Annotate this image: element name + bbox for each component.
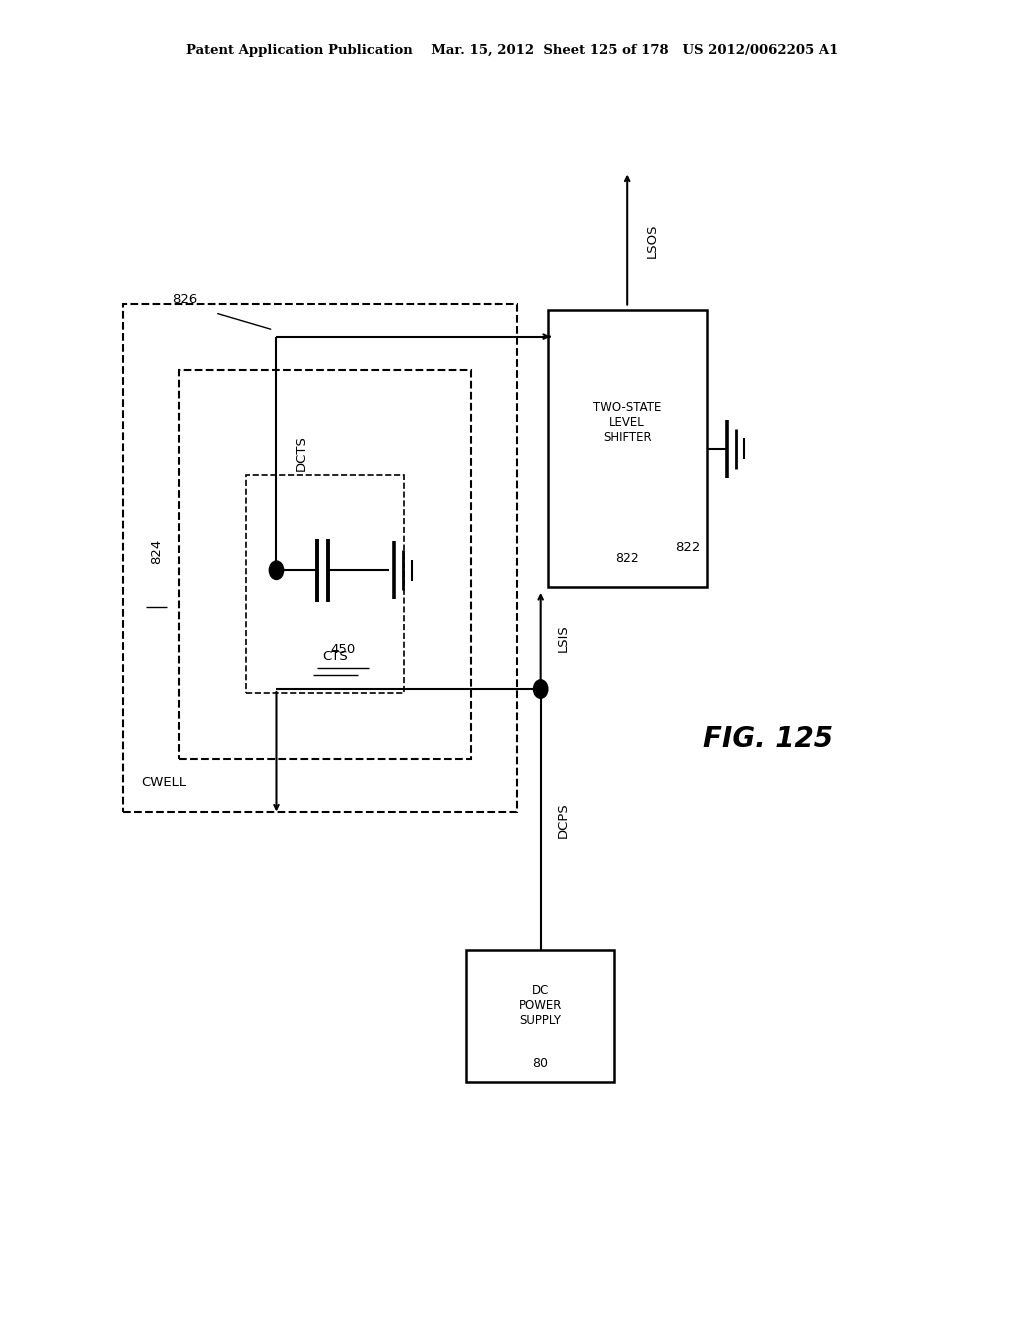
Text: CWELL: CWELL xyxy=(141,776,186,789)
Text: 824: 824 xyxy=(151,539,163,564)
FancyBboxPatch shape xyxy=(466,950,614,1082)
Text: LSOS: LSOS xyxy=(646,223,658,259)
Text: 822: 822 xyxy=(676,541,700,554)
Text: FIG. 125: FIG. 125 xyxy=(703,725,833,754)
Circle shape xyxy=(534,680,548,698)
Text: 80: 80 xyxy=(532,1057,548,1071)
FancyBboxPatch shape xyxy=(123,304,517,812)
Text: 826: 826 xyxy=(172,293,197,306)
Text: CTS: CTS xyxy=(323,649,348,663)
Text: 822: 822 xyxy=(615,552,639,565)
FancyBboxPatch shape xyxy=(548,310,707,587)
FancyBboxPatch shape xyxy=(179,370,471,759)
Text: DCTS: DCTS xyxy=(295,436,308,471)
Text: LSIS: LSIS xyxy=(557,624,570,652)
Text: Patent Application Publication    Mar. 15, 2012  Sheet 125 of 178   US 2012/0062: Patent Application Publication Mar. 15, … xyxy=(185,44,839,57)
Text: DCPS: DCPS xyxy=(557,801,570,838)
FancyBboxPatch shape xyxy=(246,475,404,693)
Text: DC
POWER
SUPPLY: DC POWER SUPPLY xyxy=(518,985,562,1027)
Circle shape xyxy=(269,561,284,579)
Text: 450: 450 xyxy=(331,643,355,656)
Text: TWO-STATE
LEVEL
SHIFTER: TWO-STATE LEVEL SHIFTER xyxy=(593,401,662,444)
